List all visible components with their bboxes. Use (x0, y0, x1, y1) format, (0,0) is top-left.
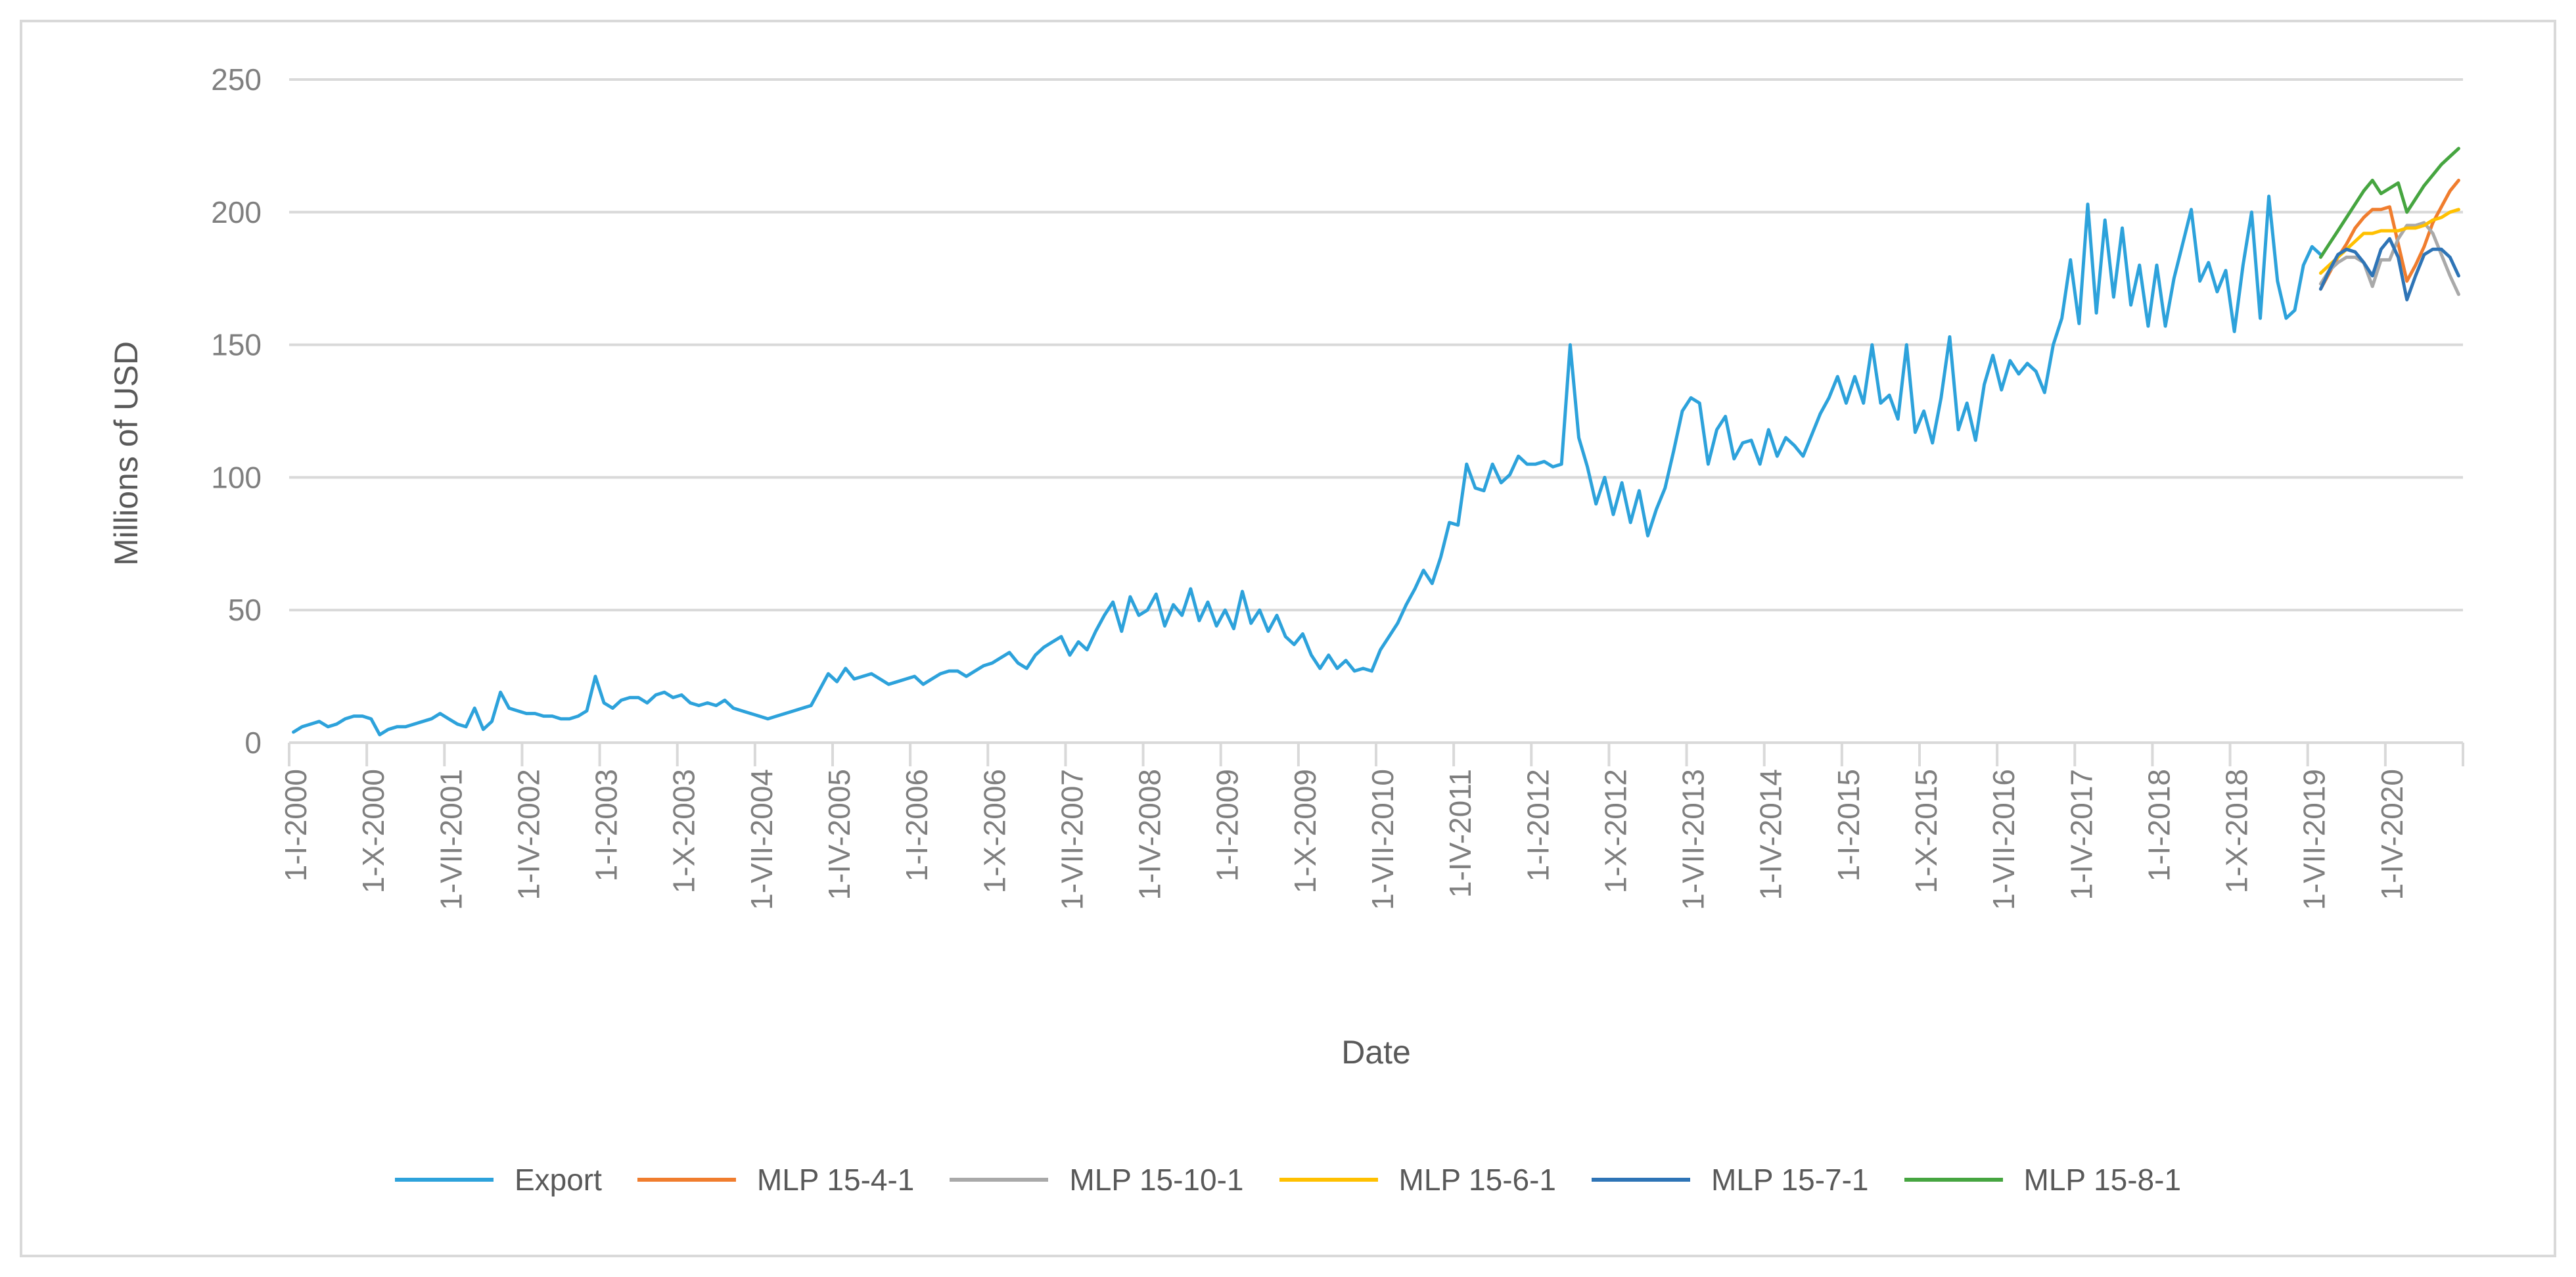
legend-item-Export: Export (394, 1162, 602, 1197)
series-line-MLP 15-7-1 (2318, 237, 2460, 302)
x-tick-label: 1-X-2003 (667, 769, 701, 893)
x-axis-title: Date (1341, 1034, 1411, 1071)
legend-swatch-Export (394, 1178, 494, 1182)
x-tick-label: 1-I-2009 (1210, 769, 1245, 881)
x-tick-label: 1-VII-2016 (1987, 769, 2021, 910)
x-tick-label: 1-IV-2011 (1443, 769, 1477, 898)
y-tick-label-150: 150 (211, 328, 262, 362)
legend-label: MLP 15-6-1 (1398, 1163, 1557, 1197)
y-axis-title: Millions of USD (108, 341, 145, 566)
legend-swatch-MLP 15-7-1 (1592, 1178, 1691, 1182)
legend-swatch-MLP 15-8-1 (1904, 1178, 2003, 1182)
x-tick-label: 1-X-2018 (2220, 769, 2254, 893)
x-tick-label: 1-IV-2002 (511, 769, 545, 900)
x-tick-label: 1-IV-2014 (1754, 769, 1788, 900)
x-tick-label: 1-X-2000 (356, 769, 390, 893)
legend-item-MLP 15-4-1: MLP 15-4-1 (637, 1162, 915, 1197)
x-tick-label: 1-I-2003 (589, 769, 624, 881)
x-tick-label: 1-VII-2001 (434, 769, 468, 910)
y-tick-label-250: 250 (211, 62, 262, 97)
x-tick-label: 1-I-2018 (2142, 769, 2176, 881)
legend-swatch-MLP 15-6-1 (1279, 1178, 1378, 1182)
y-tick-label-0: 0 (244, 726, 262, 760)
legend-swatch-MLP 15-4-1 (637, 1178, 736, 1182)
x-tick-label: 1-VII-2004 (745, 769, 779, 910)
legend-label: MLP 15-10-1 (1069, 1163, 1244, 1197)
x-tick-label: 1-I-2006 (900, 769, 934, 881)
x-tick-label: 1-I-2000 (279, 769, 313, 881)
x-tick-label: 1-VII-2007 (1055, 769, 1089, 910)
x-tick-label: 1-VII-2013 (1676, 769, 1711, 910)
x-tick-label: 1-X-2009 (1288, 769, 1322, 893)
x-tick-label: 1-X-2015 (1909, 769, 1943, 893)
x-tick-label: 1-VII-2019 (2297, 769, 2332, 910)
y-tick-label-50: 50 (228, 593, 262, 627)
legend-item-MLP 15-10-1: MLP 15-10-1 (950, 1162, 1244, 1197)
x-tick-label: 1-X-2006 (977, 769, 1011, 893)
y-tick-label-200: 200 (211, 195, 262, 229)
legend-label: Export (514, 1163, 602, 1197)
x-tick-label: 1-IV-2005 (822, 769, 856, 900)
series-line-MLP 15-10-1 (2318, 221, 2460, 296)
legend-item-MLP 15-7-1: MLP 15-7-1 (1592, 1162, 1869, 1197)
x-tick-label: 1-IV-2020 (2375, 769, 2409, 900)
series-line-Export (292, 195, 2322, 737)
legend-item-MLP 15-6-1: MLP 15-6-1 (1279, 1162, 1557, 1197)
x-tick-label: 1-IV-2008 (1133, 769, 1167, 900)
series-line-MLP 15-4-1 (2318, 178, 2460, 291)
legend-label: MLP 15-7-1 (1711, 1163, 1869, 1197)
x-tick-label: 1-I-2015 (1831, 769, 1866, 881)
legend-label: MLP 15-8-1 (2023, 1163, 2182, 1197)
legend-label: MLP 15-4-1 (756, 1163, 915, 1197)
legend: Export MLP 15-4-1 MLP 15-10-1 MLP 15-6-1 MLP… (0, 1162, 2576, 1197)
x-tick-label: 1-X-2012 (1598, 769, 1632, 893)
x-tick-label: 1-IV-2017 (2064, 769, 2098, 900)
legend-swatch-MLP 15-10-1 (950, 1178, 1049, 1182)
x-tick-label: 1-I-2012 (1521, 769, 1555, 881)
legend-item-MLP 15-8-1: MLP 15-8-1 (1904, 1162, 2182, 1197)
y-tick-label-100: 100 (211, 460, 262, 494)
x-tick-label: 1-VII-2010 (1366, 769, 1400, 910)
series-line-MLP 15-8-1 (2318, 147, 2460, 259)
